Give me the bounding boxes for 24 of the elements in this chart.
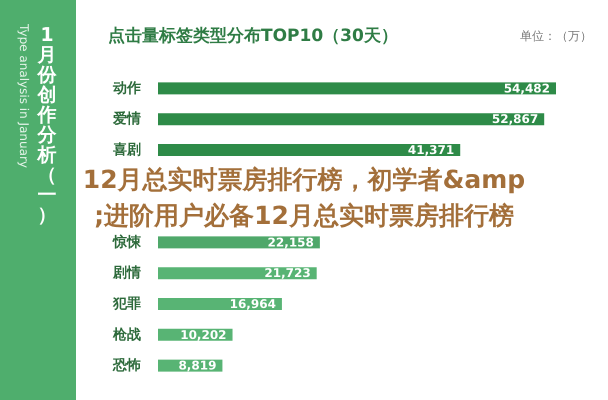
chart-title: 点击量标签类型分布TOP10（30天） <box>108 26 398 46</box>
data-label: 10,202 <box>180 328 227 342</box>
text: Type analysis in January <box>17 23 31 168</box>
y-tick-label: 动作 <box>112 80 141 96</box>
y-tick-label: 惊悚 <box>112 233 142 250</box>
data-label: 52,867 <box>492 112 538 126</box>
data-label: 22,158 <box>268 235 314 250</box>
text: 单位：（万） <box>520 29 592 43</box>
y-tick-label: 喜剧 <box>112 142 141 158</box>
y-tick-label: 枪战 <box>112 326 141 343</box>
y-tick-label: 犯罪 <box>112 296 141 312</box>
y-tick-label: 爱情 <box>112 110 141 128</box>
bar <box>158 113 544 126</box>
y-tick-label: 剧情 <box>112 265 141 282</box>
data-label: 21,723 <box>264 266 311 280</box>
y-tick-label: 恐怖 <box>112 358 141 374</box>
bar <box>158 82 556 94</box>
data-label: 16,964 <box>230 297 276 311</box>
data-label: 54,482 <box>504 81 550 96</box>
annotation: 12月总实时票房排行榜，初学者&amp;进阶用户必备12月总实时票房排行榜 <box>82 165 526 230</box>
bar <box>158 144 460 156</box>
data-label: 41,371 <box>408 143 454 157</box>
data-label: 8,819 <box>178 358 216 373</box>
text: 1月份创作分析（一） <box>38 24 56 226</box>
